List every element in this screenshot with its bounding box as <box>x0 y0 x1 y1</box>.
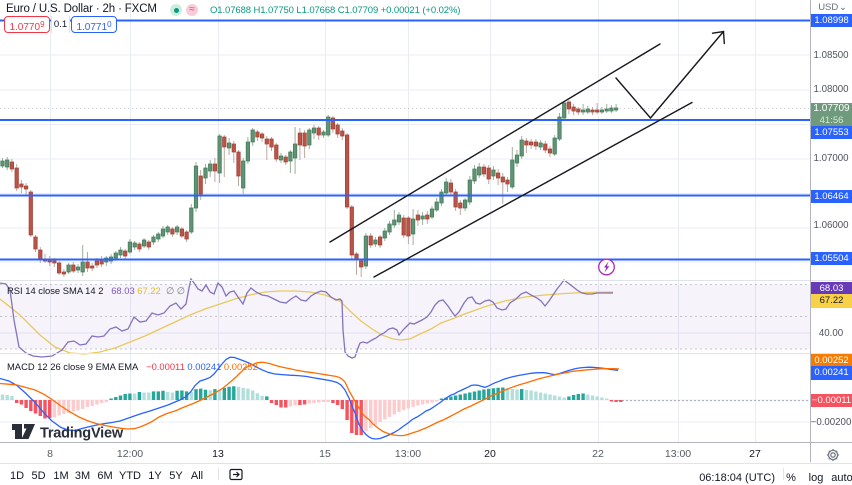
svg-text:TradingView: TradingView <box>40 426 124 442</box>
